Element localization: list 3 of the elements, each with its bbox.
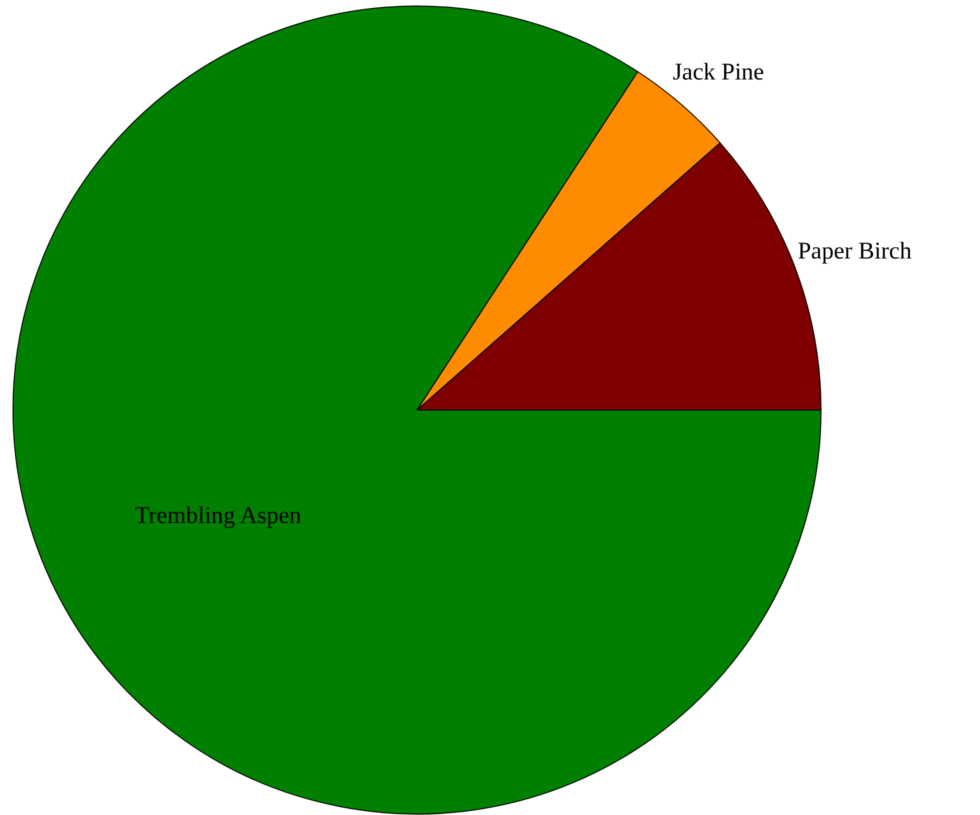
slice-label: Trembling Aspen (134, 503, 302, 530)
slice-label: Jack Pine (672, 59, 764, 86)
slice-label: Paper Birch (798, 238, 912, 264)
